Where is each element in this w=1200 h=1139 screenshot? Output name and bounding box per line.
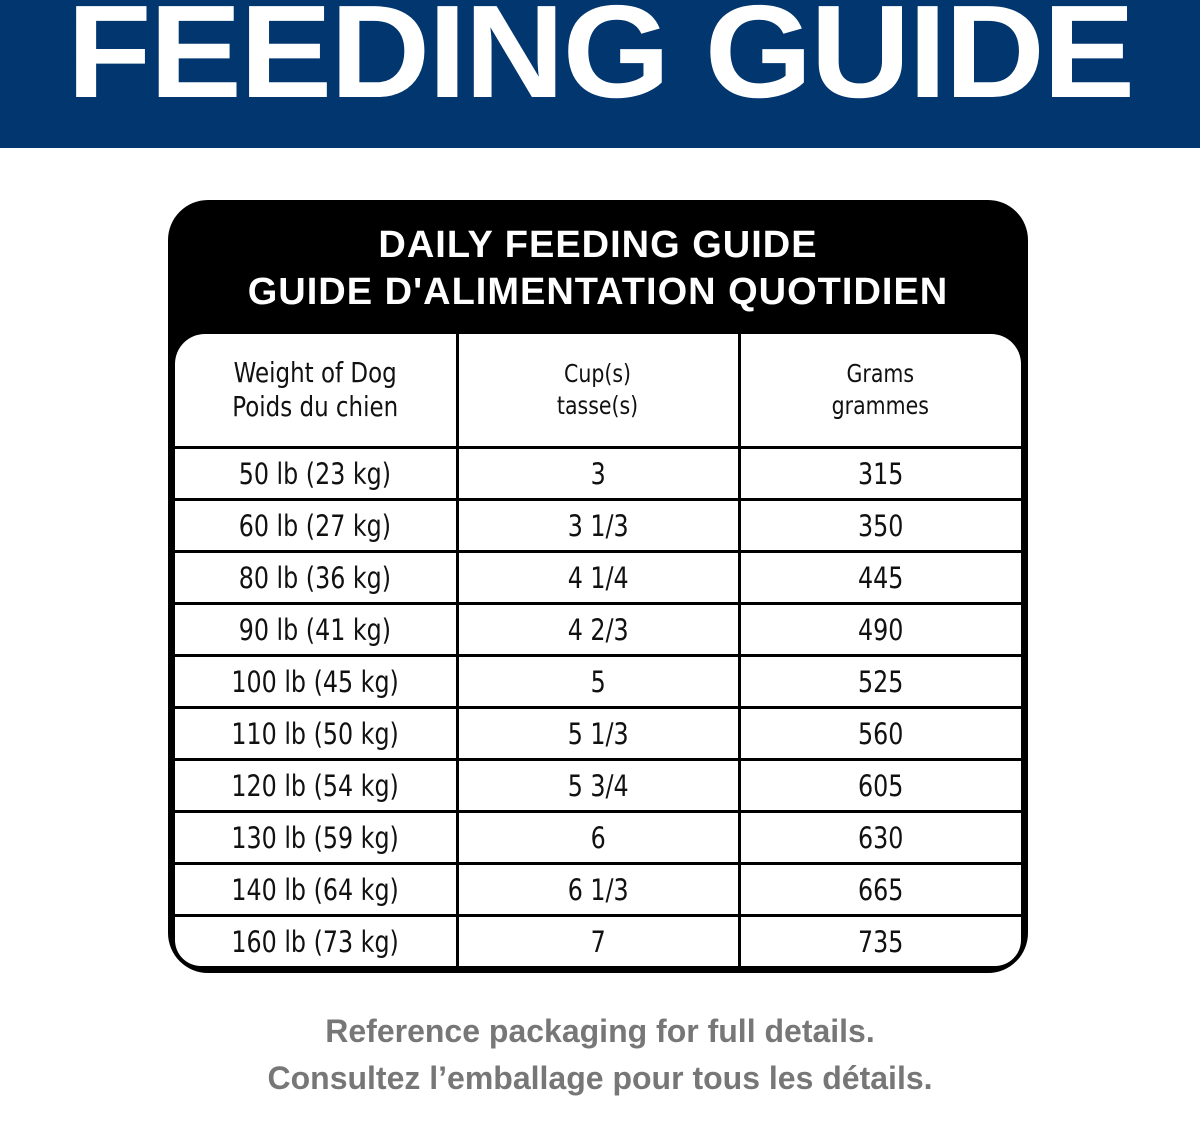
table-row: 60 lb (27 kg) 3 1/3 350 — [175, 498, 1021, 553]
header-cups: Cup(s) tasse(s) — [455, 334, 741, 449]
header-weight: Weight of Dog Poids du chien — [175, 334, 459, 449]
banner: FEEDING GUIDE — [0, 0, 1200, 148]
cell-cups: 7 — [455, 914, 741, 966]
cell-weight: 90 lb (41 kg) — [175, 602, 459, 657]
footer-note-fr: Consultez l’emballage pour tous les déta… — [267, 1060, 933, 1096]
table-row: 80 lb (36 kg) 4 1/4 445 — [175, 550, 1021, 605]
feeding-table-body: Weight of Dog Poids du chien Cup(s) tasse(… — [175, 334, 1021, 966]
table-row: 50 lb (23 kg) 3 315 — [175, 446, 1021, 501]
table-header-row: Weight of Dog Poids du chien Cup(s) tasse(… — [175, 334, 1021, 449]
cell-grams: 490 — [737, 602, 1021, 657]
table-title-fr: GUIDE D'ALIMENTATION QUOTIDIEN — [247, 271, 949, 313]
cell-cups: 6 — [455, 810, 741, 865]
cell-cups: 3 1/3 — [455, 498, 741, 553]
table-row: 90 lb (41 kg) 4 2/3 490 — [175, 602, 1021, 657]
cell-grams: 665 — [737, 862, 1021, 917]
cell-weight: 60 lb (27 kg) — [175, 498, 459, 553]
header-grams: Grams grammes — [737, 334, 1021, 449]
cell-grams: 445 — [737, 550, 1021, 605]
cell-weight: 110 lb (50 kg) — [175, 706, 459, 761]
cell-weight: 50 lb (23 kg) — [175, 446, 459, 501]
cell-weight: 160 lb (73 kg) — [175, 914, 459, 966]
cell-cups: 3 — [455, 446, 741, 501]
cell-cups: 4 1/4 — [455, 550, 741, 605]
footer-note: Reference packaging for full details. Co… — [0, 1008, 1200, 1102]
cell-weight: 120 lb (54 kg) — [175, 758, 459, 813]
table-row: 130 lb (59 kg) 6 630 — [175, 810, 1021, 865]
cell-grams: 560 — [737, 706, 1021, 761]
cell-weight: 130 lb (59 kg) — [175, 810, 459, 865]
table-row: 160 lb (73 kg) 7 735 — [175, 914, 1021, 966]
table-title: DAILY FEEDING GUIDE GUIDE D'ALIMENTATION… — [168, 222, 1028, 316]
cell-cups: 4 2/3 — [455, 602, 741, 657]
cell-cups: 5 3/4 — [455, 758, 741, 813]
table-row: 140 lb (64 kg) 6 1/3 665 — [175, 862, 1021, 917]
table-row: 110 lb (50 kg) 5 1/3 560 — [175, 706, 1021, 761]
feeding-table-card: DAILY FEEDING GUIDE GUIDE D'ALIMENTATION… — [168, 200, 1028, 973]
cell-grams: 350 — [737, 498, 1021, 553]
cell-weight: 140 lb (64 kg) — [175, 862, 459, 917]
cell-grams: 525 — [737, 654, 1021, 709]
banner-title: FEEDING GUIDE — [66, 0, 1135, 125]
cell-cups: 5 — [455, 654, 741, 709]
footer-note-en: Reference packaging for full details. — [325, 1013, 875, 1049]
table-row: 120 lb (54 kg) 5 3/4 605 — [175, 758, 1021, 813]
cell-cups: 6 1/3 — [455, 862, 741, 917]
cell-grams: 735 — [737, 914, 1021, 966]
cell-grams: 605 — [737, 758, 1021, 813]
cell-cups: 5 1/3 — [455, 706, 741, 761]
feeding-table: Weight of Dog Poids du chien Cup(s) tasse(… — [175, 334, 1021, 966]
cell-weight: 100 lb (45 kg) — [175, 654, 459, 709]
cell-weight: 80 lb (36 kg) — [175, 550, 459, 605]
table-row: 100 lb (45 kg) 5 525 — [175, 654, 1021, 709]
cell-grams: 630 — [737, 810, 1021, 865]
table-title-en: DAILY FEEDING GUIDE — [378, 224, 818, 266]
cell-grams: 315 — [737, 446, 1021, 501]
